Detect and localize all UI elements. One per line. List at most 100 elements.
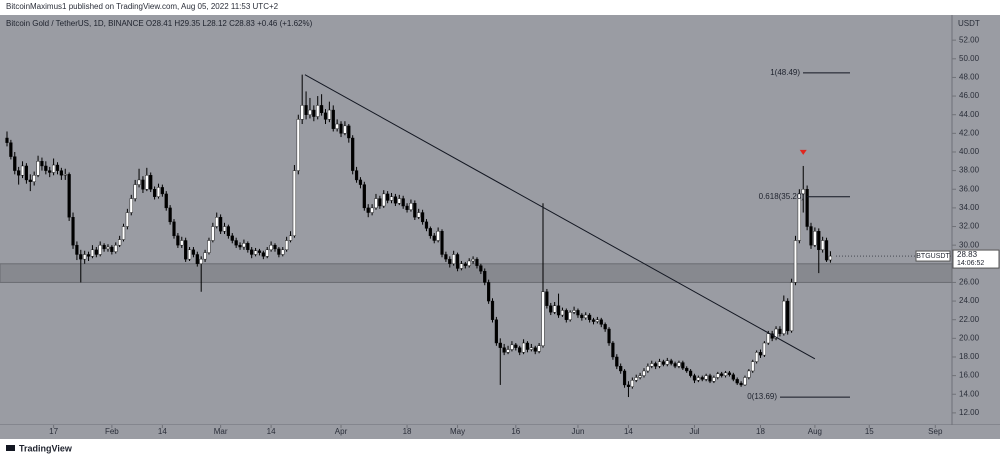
footer-brand: TradingView bbox=[19, 443, 73, 453]
candle-body bbox=[343, 125, 347, 134]
candle-body bbox=[211, 226, 215, 241]
x-tick-label: May bbox=[450, 427, 465, 436]
candle-body bbox=[55, 164, 60, 171]
candle-body bbox=[203, 252, 207, 260]
candle-body bbox=[518, 347, 522, 353]
symbol-box bbox=[915, 250, 951, 262]
candle-body bbox=[48, 170, 52, 173]
candle-body bbox=[389, 196, 394, 201]
candle-body bbox=[401, 198, 405, 207]
candle-body bbox=[607, 328, 611, 344]
candle-body bbox=[688, 370, 693, 376]
candle-body bbox=[673, 363, 677, 367]
candle-body bbox=[199, 258, 203, 264]
candle-body bbox=[821, 240, 825, 251]
candle-body bbox=[692, 375, 697, 381]
candle-body bbox=[685, 367, 689, 372]
x-tick-label: 14 bbox=[158, 427, 167, 436]
x-tick-label: Apr bbox=[335, 427, 348, 436]
candle-body bbox=[121, 226, 126, 240]
candle-body bbox=[28, 179, 32, 182]
candle-body bbox=[436, 230, 440, 241]
candle-body bbox=[417, 212, 421, 218]
candle-body bbox=[646, 366, 650, 372]
x-tick-label: 17 bbox=[49, 427, 58, 436]
logo bbox=[6, 445, 15, 451]
candle-body bbox=[366, 207, 370, 213]
candle-body bbox=[774, 328, 778, 339]
signal-marker bbox=[799, 149, 807, 155]
candle-body bbox=[393, 196, 398, 204]
candle-body bbox=[634, 377, 638, 381]
candle-body bbox=[420, 212, 425, 223]
x-tick-label: 14 bbox=[624, 427, 633, 436]
candle-body bbox=[75, 244, 79, 255]
candle-body bbox=[657, 361, 662, 367]
countdown-label: 14:06:52 bbox=[957, 260, 984, 267]
y-tick-label: 24.00 bbox=[959, 296, 980, 305]
candle-body bbox=[455, 254, 460, 269]
candle-body bbox=[828, 255, 833, 261]
candle-body bbox=[751, 361, 755, 372]
candle-body bbox=[106, 246, 110, 250]
candle-body bbox=[238, 244, 242, 248]
candle-body bbox=[622, 370, 627, 386]
candle-body bbox=[525, 342, 530, 350]
candle-body bbox=[320, 105, 324, 114]
fib-label: 0(13.69) bbox=[747, 392, 777, 401]
candle-body bbox=[397, 198, 401, 204]
candle-body bbox=[553, 305, 557, 313]
candle-body bbox=[448, 258, 452, 264]
candle-body bbox=[312, 109, 316, 117]
y-tick-label: 14.00 bbox=[959, 389, 980, 398]
candle-body bbox=[125, 212, 129, 227]
candle-body bbox=[428, 228, 432, 237]
x-tick-label: 14 bbox=[267, 427, 276, 436]
x-tick-label: 15 bbox=[865, 427, 874, 436]
candle-body bbox=[704, 375, 708, 380]
candle-body bbox=[506, 349, 510, 353]
candle-body bbox=[172, 221, 176, 237]
candle-body bbox=[257, 250, 262, 253]
candle-body bbox=[677, 362, 681, 367]
candle-body bbox=[86, 254, 91, 257]
candle-body bbox=[712, 377, 716, 382]
candle-body bbox=[475, 258, 479, 266]
candle-body bbox=[747, 370, 751, 378]
candle-body bbox=[13, 156, 17, 171]
candle-body bbox=[824, 240, 829, 261]
candle-body bbox=[595, 319, 599, 322]
symbol-label: BTGUSDT bbox=[916, 253, 950, 260]
candle-body bbox=[246, 243, 250, 251]
candle-body bbox=[32, 175, 36, 182]
candle-body bbox=[215, 217, 219, 227]
y-tick-label: 38.00 bbox=[959, 166, 980, 175]
candle-body bbox=[316, 105, 320, 117]
candle-body bbox=[265, 249, 269, 257]
y-tick-label: 48.00 bbox=[959, 73, 980, 82]
trendline bbox=[304, 74, 816, 360]
candle-body bbox=[778, 328, 782, 334]
candle-body bbox=[79, 254, 83, 260]
candle-body bbox=[490, 300, 495, 320]
candle-body bbox=[382, 193, 386, 207]
candle-body bbox=[797, 193, 801, 241]
candle-body bbox=[149, 175, 153, 190]
x-tick-label: 16 bbox=[511, 427, 520, 436]
y-tick-label: 30.00 bbox=[959, 240, 980, 249]
y-tick-label: 50.00 bbox=[959, 54, 980, 63]
candle-body bbox=[498, 342, 502, 348]
candle-body bbox=[347, 125, 351, 139]
candle-body bbox=[696, 377, 700, 381]
candle-body bbox=[191, 249, 196, 255]
candle-body bbox=[615, 356, 619, 367]
candle-body bbox=[242, 243, 246, 248]
candle-body bbox=[187, 249, 192, 260]
candle-body bbox=[494, 319, 498, 344]
candle-body bbox=[207, 240, 211, 253]
candle-body bbox=[556, 305, 561, 316]
y-tick-label: 20.00 bbox=[959, 333, 980, 342]
candle-body bbox=[541, 291, 545, 346]
